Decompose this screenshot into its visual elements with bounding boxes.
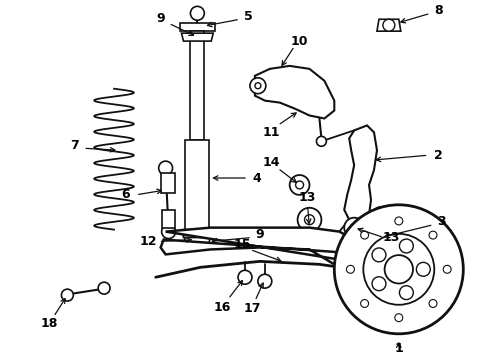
Circle shape xyxy=(238,270,252,284)
Text: 8: 8 xyxy=(434,4,443,17)
Circle shape xyxy=(61,289,74,301)
Circle shape xyxy=(395,314,403,321)
Text: 1: 1 xyxy=(394,342,403,355)
Circle shape xyxy=(383,19,395,31)
Circle shape xyxy=(334,205,464,334)
Text: 7: 7 xyxy=(70,139,79,152)
Circle shape xyxy=(416,262,430,276)
Circle shape xyxy=(429,300,437,307)
Bar xyxy=(191,31,204,140)
Circle shape xyxy=(399,239,414,253)
Text: 10: 10 xyxy=(291,35,308,48)
Circle shape xyxy=(350,224,358,231)
Circle shape xyxy=(250,78,266,94)
Text: 15: 15 xyxy=(233,238,251,251)
Polygon shape xyxy=(161,228,369,267)
Text: 6: 6 xyxy=(122,188,130,201)
Text: 17: 17 xyxy=(243,302,261,315)
Circle shape xyxy=(372,277,386,291)
Circle shape xyxy=(344,218,364,238)
Circle shape xyxy=(443,265,451,273)
Bar xyxy=(161,173,174,193)
Circle shape xyxy=(363,234,434,305)
Circle shape xyxy=(162,225,175,239)
Circle shape xyxy=(346,265,354,273)
Circle shape xyxy=(191,6,204,20)
Circle shape xyxy=(98,282,110,294)
Text: 18: 18 xyxy=(41,318,58,330)
Circle shape xyxy=(399,286,414,300)
Circle shape xyxy=(429,231,437,239)
Circle shape xyxy=(373,207,389,223)
Circle shape xyxy=(376,238,386,247)
Circle shape xyxy=(159,161,172,175)
Text: 13: 13 xyxy=(382,231,399,244)
Text: 5: 5 xyxy=(244,10,252,23)
Circle shape xyxy=(395,217,403,225)
Text: 12: 12 xyxy=(140,235,157,248)
Circle shape xyxy=(385,255,413,283)
Polygon shape xyxy=(184,238,210,246)
Text: 16: 16 xyxy=(214,301,231,314)
Polygon shape xyxy=(377,19,401,31)
Polygon shape xyxy=(182,230,212,238)
Text: 9: 9 xyxy=(156,12,165,25)
Polygon shape xyxy=(181,33,213,41)
Circle shape xyxy=(361,300,368,307)
Circle shape xyxy=(361,231,368,239)
Circle shape xyxy=(305,215,315,225)
Circle shape xyxy=(258,274,272,288)
Text: 9: 9 xyxy=(256,228,264,241)
Text: 11: 11 xyxy=(263,126,281,139)
Text: 13: 13 xyxy=(299,192,316,204)
Circle shape xyxy=(290,175,310,195)
Circle shape xyxy=(255,83,261,89)
Text: 3: 3 xyxy=(437,215,446,228)
Text: 2: 2 xyxy=(434,149,443,162)
Text: 4: 4 xyxy=(252,171,261,185)
Polygon shape xyxy=(255,66,334,118)
Text: 14: 14 xyxy=(263,156,281,168)
Circle shape xyxy=(372,248,386,262)
Bar xyxy=(162,210,174,228)
Circle shape xyxy=(295,181,303,189)
Circle shape xyxy=(317,136,326,146)
Bar xyxy=(185,140,209,230)
Polygon shape xyxy=(179,23,215,31)
Circle shape xyxy=(297,208,321,231)
Polygon shape xyxy=(344,125,377,222)
